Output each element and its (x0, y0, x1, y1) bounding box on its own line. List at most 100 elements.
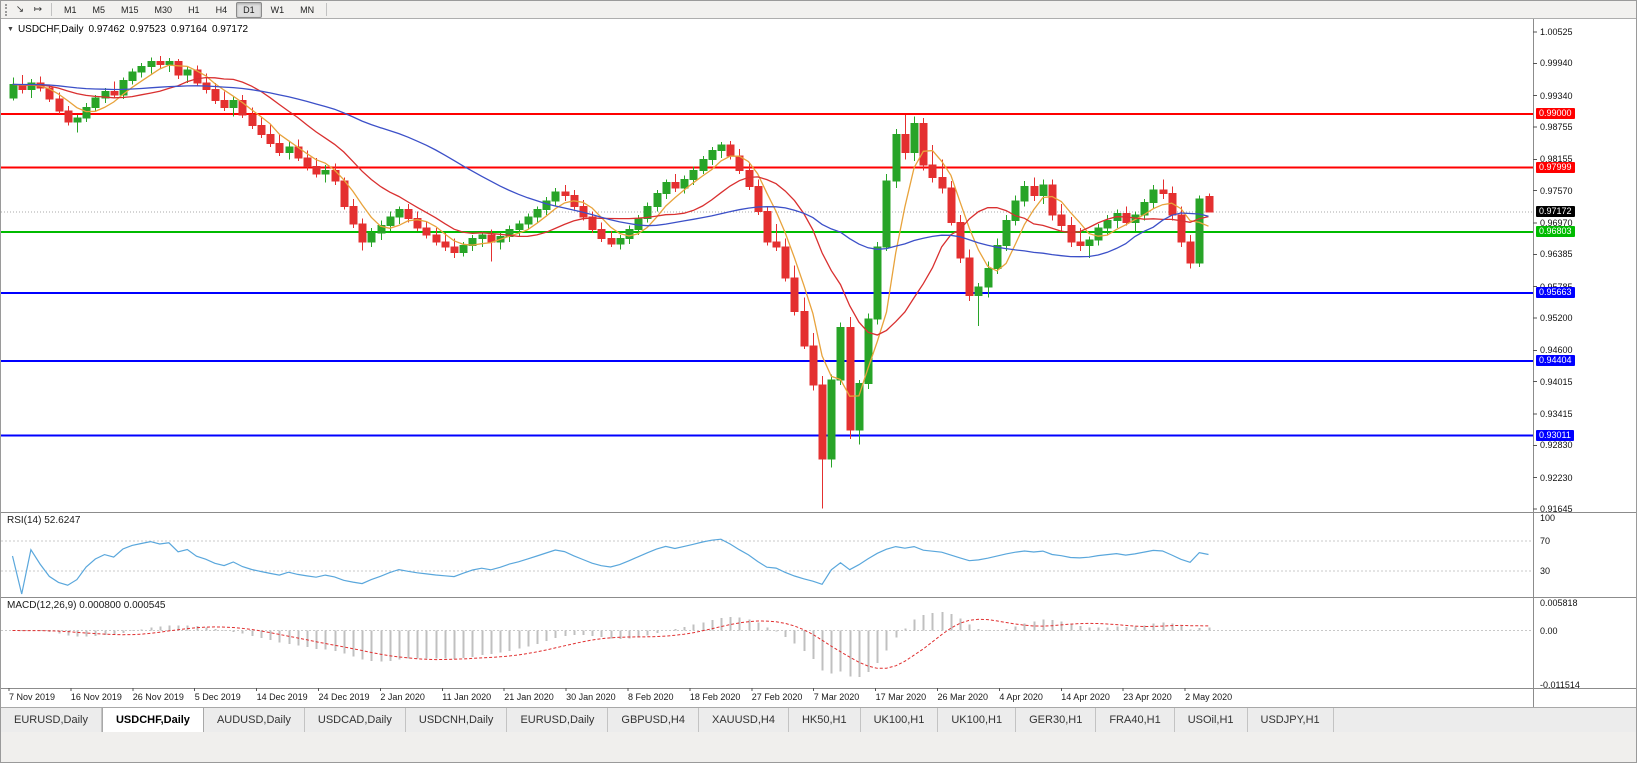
ma-line-5 (12, 64, 1209, 397)
timeframe-button-m5[interactable]: M5 (92, 4, 106, 15)
timeframes-toolbar: ↘ ↦ M1 M5 M15 M30 H1 H4 D1 W1 MN (1, 1, 1636, 19)
timeframe-button-m30[interactable]: M30 (154, 4, 173, 15)
toolbar-separator (51, 3, 52, 16)
moving-averages (12, 64, 1209, 397)
chart-ohlc-header: ▼ USDCHF,Daily 0.97462 0.97523 0.97164 0.9717… (7, 24, 253, 35)
time-axis-label: 26 Mar 2020 (937, 692, 989, 702)
axis-tick-label: 100 (1540, 513, 1556, 523)
axis-tick-label: 0.99340 (1540, 90, 1573, 101)
chart-tab-eurusd-daily[interactable]: EURUSD,Daily (507, 708, 609, 732)
window-bottom-strip (1, 732, 1636, 762)
axis-tick-label: 0.92230 (1540, 472, 1573, 483)
axis-tick-label: 0.97570 (1540, 185, 1573, 196)
timeframe-button-h1[interactable]: H1 (188, 4, 200, 15)
timeframe-button-d1[interactable]: D1 (236, 1, 262, 18)
time-axis-label: 24 Dec 2019 (318, 692, 370, 702)
chart-tab-usdjpy-h1[interactable]: USDJPY,H1 (1247, 708, 1334, 732)
time-axis-label: 16 Nov 2019 (70, 692, 122, 702)
chart-symbol-label: USDCHF,Daily (17, 24, 84, 35)
axis-tick-label: 0.94015 (1540, 376, 1573, 387)
timeframe-button-m15[interactable]: M15 (121, 4, 139, 15)
axis-tick-label: 0.92830 (1540, 440, 1573, 451)
chart-tab-uk100-h1[interactable]: UK100,H1 (938, 708, 1017, 732)
axis-tick-label: 0.95785 (1540, 282, 1573, 292)
auto-scroll-icon[interactable]: ↘ (15, 4, 25, 15)
timeframe-buttons: M1 M5 M15 M30 H1 H4 D1 W1 MN (56, 1, 322, 18)
chart-tab-fra40-h1[interactable]: FRA40,H1 (1096, 708, 1175, 732)
ohlc-open: 0.97462 (88, 24, 125, 35)
chart-tab-ger30-h1[interactable]: GER30,H1 (1016, 708, 1097, 732)
price-axis[interactable]: 1.00525 0.99940 0.99340 0.98755 0.98155 0.975… (1534, 1, 1636, 762)
chart-tab-usoil-h1[interactable]: USOil,H1 (1174, 708, 1248, 732)
price-line-label: 0.97999 (1536, 161, 1575, 173)
chart-tab-gbpusd-h4[interactable]: GBPUSD,H4 (608, 708, 699, 732)
time-axis-label: 7 Mar 2020 (813, 692, 860, 702)
price-line-label: 0.96803 (1536, 225, 1575, 237)
axis-tick-label: 1.00525 (1540, 27, 1573, 37)
time-axis-label: 2 May 2020 (1185, 692, 1233, 702)
panel-separators (1, 19, 1636, 707)
chart-tab-usdcad-daily[interactable]: USDCAD,Daily (304, 708, 406, 732)
timeframe-button-m1[interactable]: M1 (64, 4, 77, 15)
time-axis-label: 7 Nov 2019 (9, 692, 56, 702)
price-line-label: 0.97172 (1536, 206, 1575, 218)
toolbar-separator (326, 3, 328, 16)
time-axis-label: 18 Feb 2020 (689, 692, 741, 702)
time-axis-label: 14 Dec 2019 (256, 692, 308, 702)
ohlc-low: 0.97164 (170, 24, 207, 35)
time-axis-label: 21 Jan 2020 (504, 692, 554, 702)
axis-tick-label: 0.94600 (1540, 345, 1573, 356)
macd-indicator (1, 612, 1533, 678)
chart-tab-uk100-h1[interactable]: UK100,H1 (860, 708, 939, 732)
timeframe-button-mn[interactable]: MN (300, 4, 315, 15)
axis-tick-label: 0.00 (1540, 625, 1558, 636)
timeframe-button-w1[interactable]: W1 (270, 4, 285, 15)
chart-shift-icon[interactable]: ↦ (33, 4, 43, 15)
chart-tab-usdchf-daily[interactable]: USDCHF,Daily (101, 708, 204, 732)
horizontal-level-lines[interactable] (1, 112, 1533, 437)
collapse-chart-icon[interactable]: ▼ (7, 26, 14, 33)
axis-tick-label: 30 (1540, 566, 1551, 577)
time-axis-label: 2 Jan 2020 (380, 692, 425, 702)
time-axis-label: 11 Jan 2020 (442, 692, 492, 702)
time-axis-label: 4 Apr 2020 (999, 692, 1043, 702)
axis-tick-label: 0.96970 (1540, 217, 1573, 228)
macd-indicator-label: MACD(12,26,9) 0.000800 0.000545 (7, 600, 166, 611)
time-axis[interactable]: 7 Nov 2019 16 Nov 2019 26 Nov 2019 5 Dec 20… (1, 689, 1533, 707)
rsi-indicator (1, 538, 1533, 595)
chart-tabs-bar: EURUSD,Daily USDCHF,Daily AUDUSD,Daily USDC… (1, 707, 1636, 732)
candlesticks (9, 55, 1214, 509)
axis-tick-label: 0.005818 (1540, 598, 1578, 608)
axis-tick-label: 0.98755 (1540, 122, 1573, 133)
time-axis-label: 23 Apr 2020 (1123, 692, 1172, 702)
price-line-label: 0.99000 (1536, 107, 1575, 119)
time-axis-label: 30 Jan 2020 (566, 692, 616, 702)
ohlc-high: 0.97523 (129, 24, 166, 35)
macd-signal-line (12, 618, 1209, 669)
chart-tab-eurusd-daily[interactable]: EURUSD,Daily (1, 708, 102, 732)
ma-line-34 (12, 83, 1209, 258)
axis-tick-label: 0.93415 (1540, 408, 1573, 419)
axis-tick-label: 0.91645 (1540, 504, 1573, 514)
rsi-indicator-label: RSI(14) 52.6247 (7, 515, 81, 526)
axis-tick-label: -0.011514 (1540, 680, 1580, 690)
rsi-line (11, 538, 1209, 595)
ohlc-close: 0.97172 (211, 24, 249, 35)
time-axis-label: 14 Apr 2020 (1061, 692, 1110, 702)
time-axis-label: 5 Dec 2019 (194, 692, 241, 702)
chart-tab-audusd-daily[interactable]: AUDUSD,Daily (203, 708, 305, 732)
time-axis-label: 26 Nov 2019 (132, 692, 184, 702)
timeframe-button-h4[interactable]: H4 (215, 4, 228, 15)
axis-tick-label: 0.99940 (1540, 58, 1573, 69)
axis-tick-label: 70 (1540, 535, 1551, 546)
toolbar-grip[interactable] (5, 3, 7, 16)
time-axis-label: 8 Feb 2020 (628, 692, 674, 702)
chart-tab-xauusd-h4[interactable]: XAUUSD,H4 (698, 708, 789, 732)
axis-tick-label: 0.95200 (1540, 313, 1573, 324)
chart-tab-hk50-h1[interactable]: HK50,H1 (788, 708, 861, 732)
chart-tab-usdcnh-daily[interactable]: USDCNH,Daily (405, 708, 508, 732)
axis-tick-label: 0.96385 (1540, 249, 1573, 260)
axis-tick-label: 0.98155 (1540, 154, 1573, 165)
